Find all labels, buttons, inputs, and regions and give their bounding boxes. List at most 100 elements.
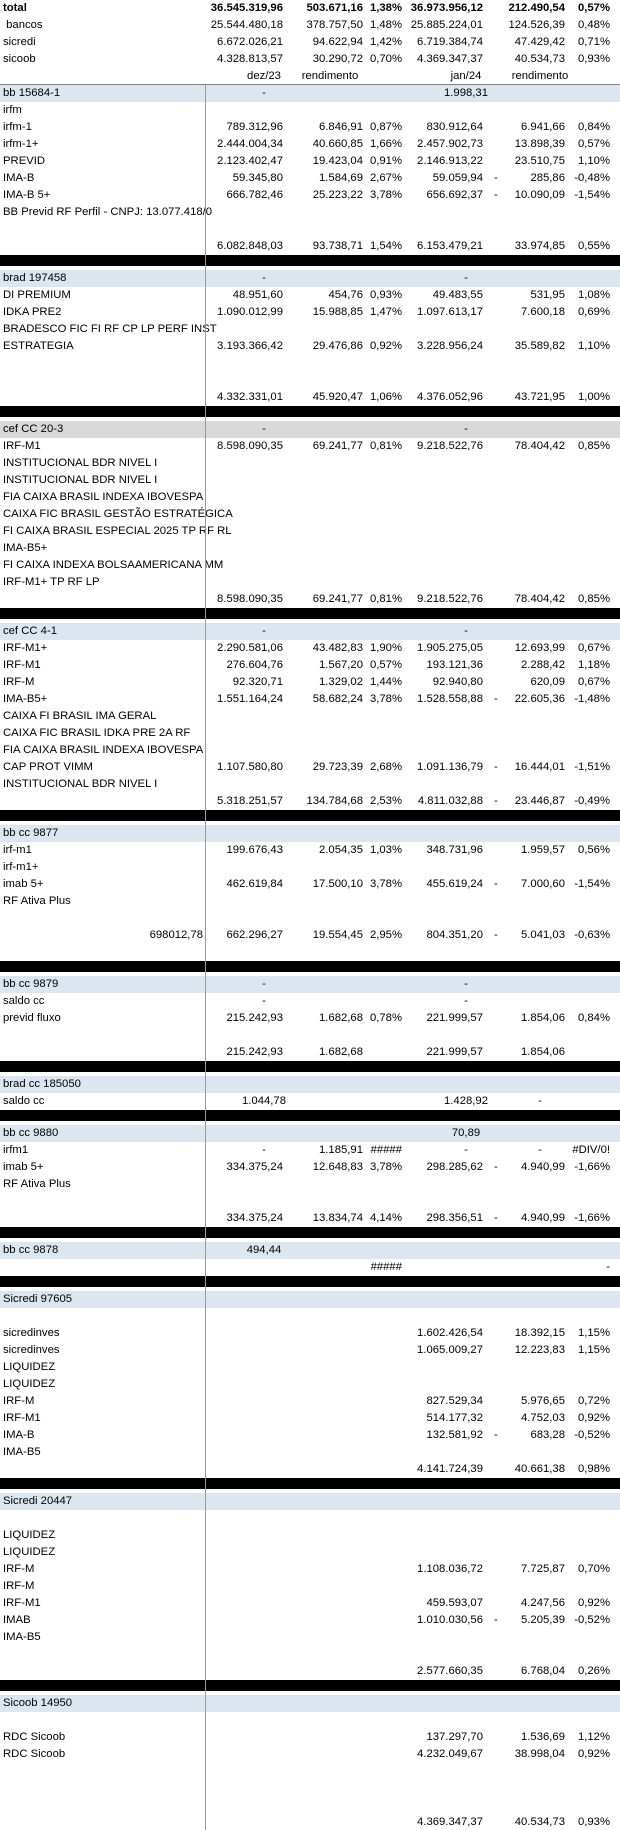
cell: IRF-M1+ TP RF LP [3, 576, 100, 588]
cell: 0,70% [577, 1563, 610, 1575]
cell: 0,92% [577, 1597, 610, 1609]
cell: 285,86 [530, 172, 565, 184]
cell: IRF-M [3, 1580, 35, 1592]
row: BB Previd RF Perfil - CNPJ: 13.077.418/0 [0, 204, 620, 221]
cell: 4.376.052,96 [417, 391, 483, 403]
cell: 7.600,18 [521, 306, 565, 318]
cell: - [464, 272, 468, 284]
cell: 19.554,45 [312, 929, 363, 941]
cell: -0,48% [574, 172, 610, 184]
cell: 0,67% [577, 642, 610, 654]
row: IMA-B 59.345,80 1.584,69 2,67% 59.059,94- 285… [0, 170, 620, 187]
section-title: cef CC 20-3 - - [0, 421, 620, 438]
cell: 1.097.613,17 [417, 306, 483, 318]
cell: 514.177,32 [426, 1412, 483, 1424]
cell: 23.446,87 [514, 795, 565, 807]
cell: 3,78% [369, 693, 402, 705]
row: IRF-M 92.320,71 1.329,02 1,44% 92.940,80 620,… [0, 674, 620, 691]
cell: 25.885.224,01 [410, 19, 483, 31]
cell: 830.912,64 [426, 121, 483, 133]
row: irfm1 - 1.185,91 ##### - - #DIV/0! [0, 1142, 620, 1159]
cell: 4.232.049,67 [417, 1748, 483, 1760]
cell: Sicredi 97605 [3, 1293, 73, 1305]
cell: 69.241,77 [312, 440, 363, 452]
cell: 58.682,24 [312, 693, 363, 705]
cell: 2.288,42 [521, 659, 565, 671]
cell: - [262, 87, 266, 99]
cell: irf-m1 [3, 844, 32, 856]
cell: brad 197458 [3, 272, 67, 284]
cell: - [494, 878, 498, 890]
cell: IRF-M1 [3, 659, 41, 671]
cell: 25.223,22 [312, 189, 363, 201]
cell: 10.090,09 [514, 189, 565, 201]
row: RDC Sicoob 137.297,70 1.536,69 1,12% [0, 1729, 620, 1746]
cell: CAIXA FIC BRASIL GESTÃO ESTRATÉGICA [3, 508, 233, 520]
cell: 2.457.902,73 [417, 138, 483, 150]
cell: imab 5+ [3, 878, 44, 890]
cell: - [494, 1212, 498, 1224]
row [0, 1797, 620, 1814]
cell: 59.059,94 [432, 172, 483, 184]
row: imab 5+ 462.619,84 17.500,10 3,78% 455.619,2… [0, 876, 620, 893]
row: IRF-M1 276.604,76 1.567,20 0,57% 193.121,36 2… [0, 657, 620, 674]
cell: 378.757,50 [306, 19, 363, 31]
cell: -0,52% [574, 1429, 610, 1441]
cell: 78.404,42 [514, 440, 565, 452]
cell: 1.044,78 [242, 1095, 286, 1107]
cell: 0,26% [577, 1665, 610, 1677]
separator [0, 1110, 620, 1121]
row [0, 1510, 620, 1527]
cell: 4.369.347,37 [417, 1816, 483, 1828]
cell: 1,54% [369, 240, 402, 252]
cell: 22.605,36 [514, 693, 565, 705]
cell: 9.218.522,76 [417, 593, 483, 605]
cell: IMA-B [3, 1429, 35, 1441]
cell: 38.998,04 [514, 1748, 565, 1760]
row: total 36.545.319,96 503.671,16 1,38% 36.973.… [0, 0, 620, 17]
cell: 199.676,43 [226, 844, 283, 856]
cell: 4.940,99 [521, 1161, 565, 1173]
cell: jan/24 [450, 70, 482, 82]
row: RDC Sicoob 4.232.049,67 38.998,04 0,92% [0, 1746, 620, 1763]
row: sicoob 4.328.813,57 30.290,72 0,70% 4.369.34… [0, 51, 620, 68]
cell: 0,78% [369, 1012, 402, 1024]
cell: 0,71% [577, 36, 610, 48]
cell: 40.534,73 [514, 53, 565, 65]
cell: - [606, 1261, 610, 1273]
cell: 1,47% [369, 306, 402, 318]
cell: IMA-B5 [3, 1631, 41, 1643]
cell: 4.369.347,37 [417, 53, 483, 65]
cell: 1.108.036,72 [417, 1563, 483, 1575]
cell: 1.065.009,27 [417, 1344, 483, 1356]
cell: 5.041,03 [521, 929, 565, 941]
row: CAIXA FI BRASIL IMA GERAL [0, 708, 620, 725]
cell: 3.193.366,42 [217, 340, 283, 352]
cell: RDC Sicoob [3, 1731, 66, 1743]
cell: 1.551.164,24 [217, 693, 283, 705]
cell: - [464, 423, 468, 435]
cell: IMAB [3, 1614, 31, 1626]
cell: 1.528.558,88 [417, 693, 483, 705]
row: 8.598.090,35 69.241,77 0,81% 9.218.522,76 78… [0, 591, 620, 608]
row: IMA-B5+ 1.551.164,24 58.682,24 3,78% 1.528.5… [0, 691, 620, 708]
cell: 4.811.032,88 [417, 795, 483, 807]
cell: 18.392,15 [514, 1327, 565, 1339]
cell: 0,93% [577, 53, 610, 65]
row: INSTITUCIONAL BDR NIVEL I [0, 472, 620, 489]
row: IRF-M1 459.593,07 4.247,56 0,92% [0, 1595, 620, 1612]
cell: 0,93% [369, 289, 402, 301]
cell: CAP PROT VIMM [3, 761, 93, 773]
cell: 4.328.813,57 [217, 53, 283, 65]
separator [0, 1680, 620, 1691]
cell: - [494, 795, 498, 807]
cell: 40.661,38 [514, 1463, 565, 1475]
cell: 1,48% [369, 19, 402, 31]
row: IMA-B5+ [0, 540, 620, 557]
cell: 5.205,39 [521, 1614, 565, 1626]
cell: 1,38% [369, 2, 402, 14]
cell: 1,15% [577, 1344, 610, 1356]
cell: 124.526,39 [508, 19, 565, 31]
cell: 193.121,36 [426, 659, 483, 671]
cell: 59.345,80 [232, 172, 283, 184]
